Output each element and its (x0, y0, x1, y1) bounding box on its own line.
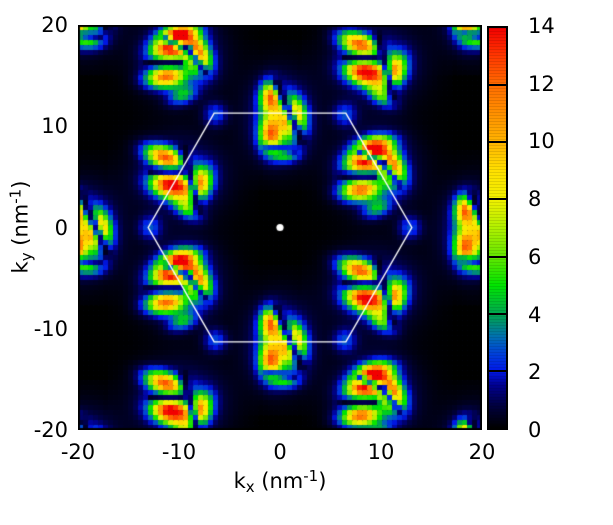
colorbar-tick (489, 141, 506, 144)
y-axis-label: ky (nm-1) (7, 181, 36, 274)
x-tick-label: -20 (60, 440, 96, 464)
colorbar-tick-label: 8 (528, 187, 542, 212)
x-axis-label-subscript: x (245, 478, 255, 496)
x-axis-label-symbol: k (233, 469, 246, 493)
y-axis-label-subscript: y (17, 252, 36, 262)
colorbar-tick (489, 198, 506, 201)
colorbar-striation-overlay (489, 28, 506, 428)
colorbar-tick-label: 12 (528, 71, 555, 96)
colorbar-tick (489, 255, 506, 258)
colorbar-tick (489, 312, 506, 315)
x-tick-label: 20 (468, 440, 496, 464)
y-tick-label: -10 (33, 316, 68, 341)
x-axis-label-unit: (nm (254, 469, 304, 493)
y-axis-label-unit-close: ) (8, 180, 33, 189)
y-tick-label: -20 (33, 418, 68, 442)
colorbar-tick-label: 10 (528, 129, 555, 154)
y-tick-label: 10 (41, 114, 68, 139)
colorbar-tick (489, 84, 506, 87)
y-tick-label: 0 (54, 215, 68, 240)
colorbar-gradient (489, 28, 506, 428)
y-axis-label-unit: (nm (8, 203, 33, 253)
colorbar-tick-label: 4 (528, 302, 542, 327)
x-axis-label: kx (nm-1) (234, 467, 327, 496)
kspace-intensity-heatmap (78, 25, 482, 430)
colorbar-tick-label: 6 (528, 244, 542, 269)
colorbar-tick (489, 369, 506, 372)
colorbar-tick-label: 14 (528, 14, 555, 38)
x-axis-label-unit-close: ) (318, 469, 327, 493)
y-axis-label-superscript: -1 (6, 188, 25, 204)
y-axis-label-symbol: k (8, 261, 33, 274)
x-axis-label-superscript: -1 (303, 467, 319, 485)
x-tick-label: 10 (367, 440, 395, 464)
x-tick-label: 0 (273, 440, 287, 464)
colorbar-tick-label: 2 (528, 360, 542, 385)
x-tick-label: -10 (161, 440, 197, 464)
colorbar (487, 26, 508, 430)
y-tick-label: 20 (41, 13, 68, 37)
colorbar-tick-label: 0 (528, 418, 542, 442)
